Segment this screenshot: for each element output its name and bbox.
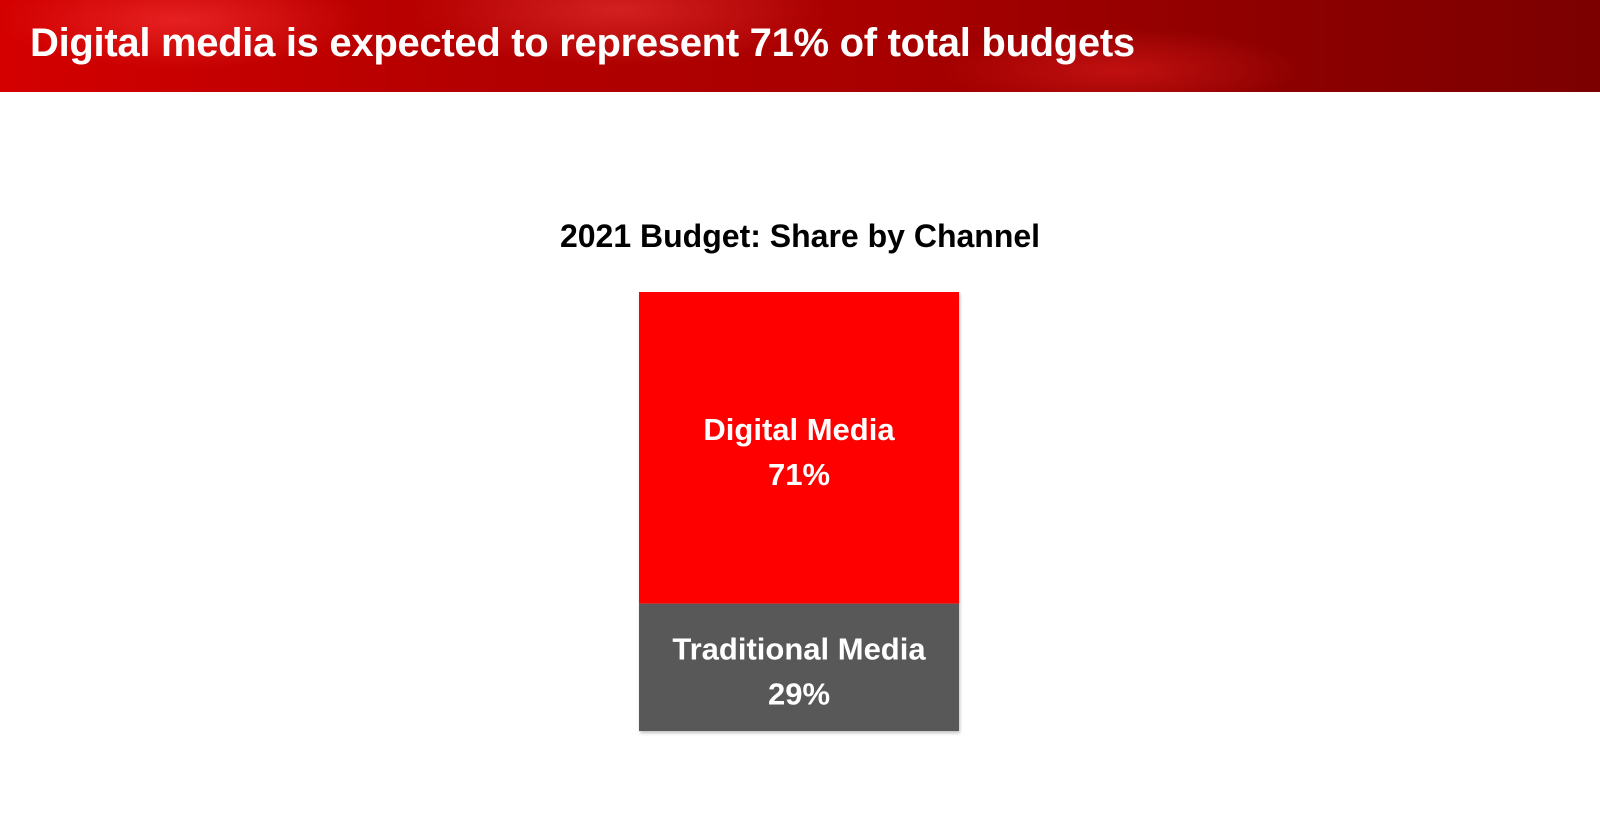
- segment-name-digital-media: Digital Media: [703, 412, 895, 447]
- chart-title: 2021 Budget: Share by Channel: [559, 218, 1041, 254]
- bar-segment-digital-media: [639, 292, 959, 604]
- segment-value-traditional-media: 29%: [768, 676, 830, 711]
- bar-stack: [639, 292, 959, 731]
- segment-name-traditional-media: Traditional Media: [672, 631, 926, 666]
- segment-value-digital-media: 71%: [768, 457, 830, 492]
- slide-title: Digital media is expected to represent 7…: [30, 21, 1135, 65]
- header-banner: Digital media is expected to represent 7…: [0, 0, 1600, 92]
- bar-segment-traditional-media: [639, 603, 959, 731]
